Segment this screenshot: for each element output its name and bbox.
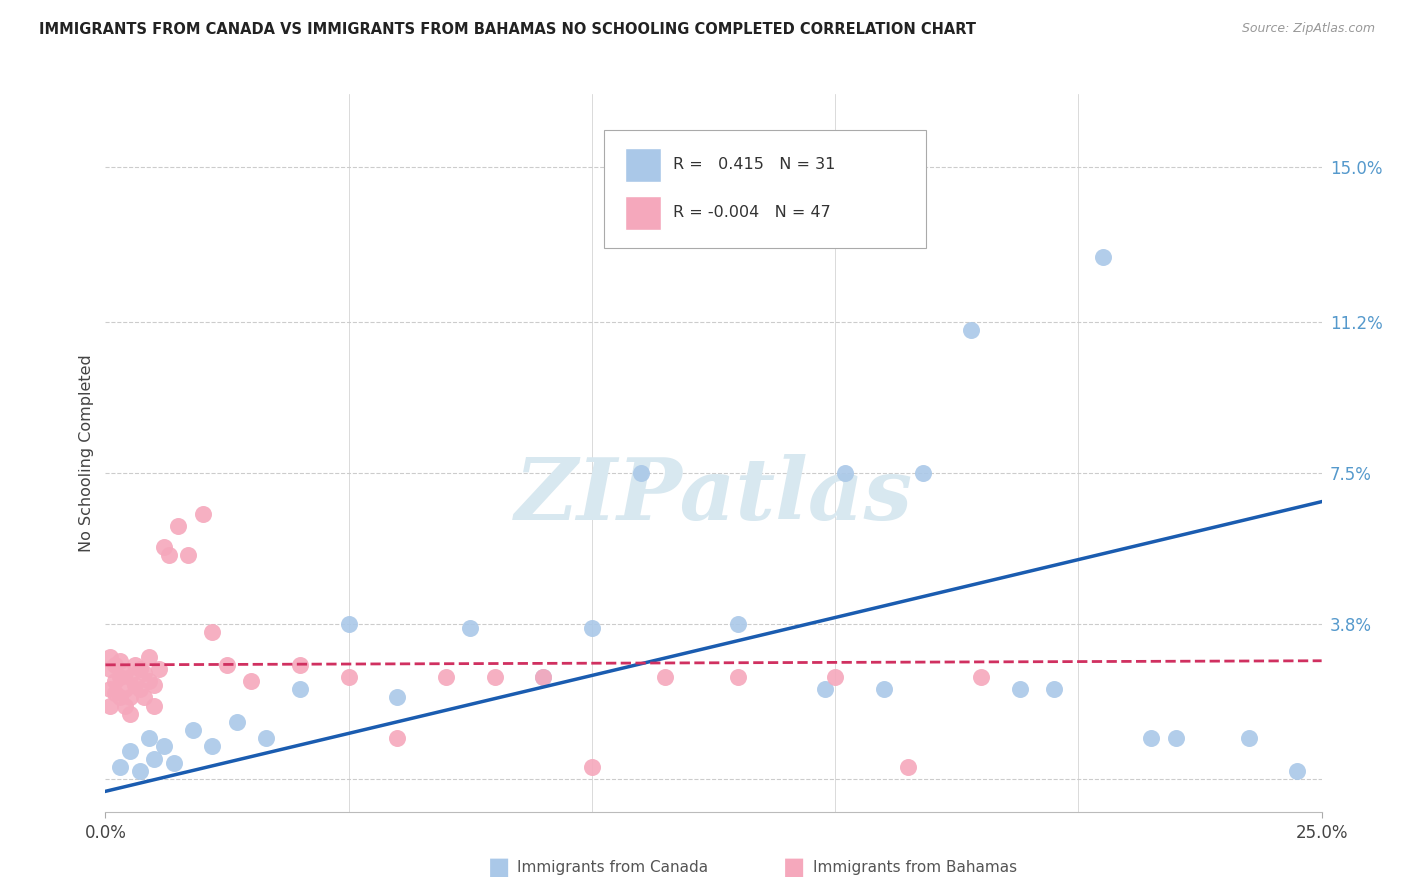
Point: [98, 662, 121, 676]
Point: [148, 662, 170, 676]
Point: [288, 682, 311, 697]
Point: [104, 657, 127, 672]
Point: [337, 617, 360, 632]
Point: [1286, 764, 1309, 778]
Point: [254, 731, 277, 746]
Point: [217, 657, 239, 672]
Text: Immigrants from Bahamas: Immigrants from Bahamas: [813, 860, 1017, 874]
Point: [153, 739, 176, 754]
Text: R =   0.415   N = 31: R = 0.415 N = 31: [673, 156, 835, 171]
Text: ZIPatlas: ZIPatlas: [515, 454, 912, 538]
Point: [727, 617, 749, 632]
Point: [138, 649, 160, 664]
Point: [128, 662, 150, 676]
Text: Immigrants from Canada: Immigrants from Canada: [517, 860, 709, 874]
Point: [114, 665, 136, 680]
Point: [134, 690, 156, 705]
Point: [897, 760, 920, 774]
Point: [108, 690, 131, 705]
Point: [114, 698, 136, 713]
Point: [153, 540, 176, 554]
Text: Source: ZipAtlas.com: Source: ZipAtlas.com: [1241, 22, 1375, 36]
Point: [108, 654, 131, 668]
Point: [581, 760, 603, 774]
Y-axis label: No Schooling Completed: No Schooling Completed: [79, 354, 94, 551]
Point: [654, 670, 676, 684]
Point: [114, 682, 136, 697]
Point: [1091, 250, 1114, 264]
Point: [108, 760, 131, 774]
Point: [98, 682, 121, 697]
Point: [138, 731, 160, 746]
Point: [484, 670, 506, 684]
Point: [143, 678, 166, 692]
Text: ■: ■: [488, 855, 510, 879]
Point: [531, 670, 554, 684]
Point: [434, 670, 457, 684]
Point: [630, 466, 652, 480]
Point: [201, 739, 224, 754]
Point: [177, 548, 200, 562]
Text: IMMIGRANTS FROM CANADA VS IMMIGRANTS FROM BAHAMAS NO SCHOOLING COMPLETED CORRELA: IMMIGRANTS FROM CANADA VS IMMIGRANTS FRO…: [39, 22, 976, 37]
Point: [1237, 731, 1260, 746]
Point: [124, 678, 146, 692]
Point: [143, 752, 166, 766]
Point: [118, 743, 141, 757]
Point: [143, 698, 166, 713]
Point: [225, 714, 247, 729]
Point: [118, 690, 141, 705]
Point: [167, 519, 190, 533]
Point: [834, 466, 856, 480]
Point: [201, 625, 224, 640]
Point: [240, 674, 263, 689]
Point: [104, 674, 127, 689]
Point: [727, 670, 749, 684]
Point: [337, 670, 360, 684]
Point: [531, 670, 554, 684]
Point: [157, 548, 180, 562]
Text: ■: ■: [783, 855, 806, 879]
Point: [181, 723, 204, 738]
Point: [128, 764, 150, 778]
Point: [814, 682, 837, 697]
Point: [1043, 682, 1066, 697]
Point: [98, 698, 121, 713]
FancyBboxPatch shape: [605, 129, 927, 248]
Text: R = -0.004   N = 47: R = -0.004 N = 47: [673, 204, 831, 219]
Point: [1008, 682, 1031, 697]
Point: [162, 756, 184, 770]
Point: [191, 507, 214, 521]
Point: [873, 682, 896, 697]
Point: [970, 670, 993, 684]
Point: [1140, 731, 1163, 746]
Point: [118, 706, 141, 721]
Point: [138, 674, 160, 689]
Point: [128, 682, 150, 697]
Point: [288, 657, 311, 672]
Point: [458, 621, 481, 635]
FancyBboxPatch shape: [624, 147, 661, 182]
Point: [124, 657, 146, 672]
Point: [1164, 731, 1187, 746]
Point: [118, 670, 141, 684]
Point: [108, 670, 131, 684]
Point: [960, 323, 983, 337]
Point: [98, 649, 121, 664]
Point: [134, 665, 156, 680]
FancyBboxPatch shape: [624, 195, 661, 230]
Point: [581, 621, 603, 635]
Point: [387, 690, 409, 705]
Point: [824, 670, 846, 684]
Point: [387, 731, 409, 746]
Point: [911, 466, 934, 480]
Point: [104, 686, 127, 700]
